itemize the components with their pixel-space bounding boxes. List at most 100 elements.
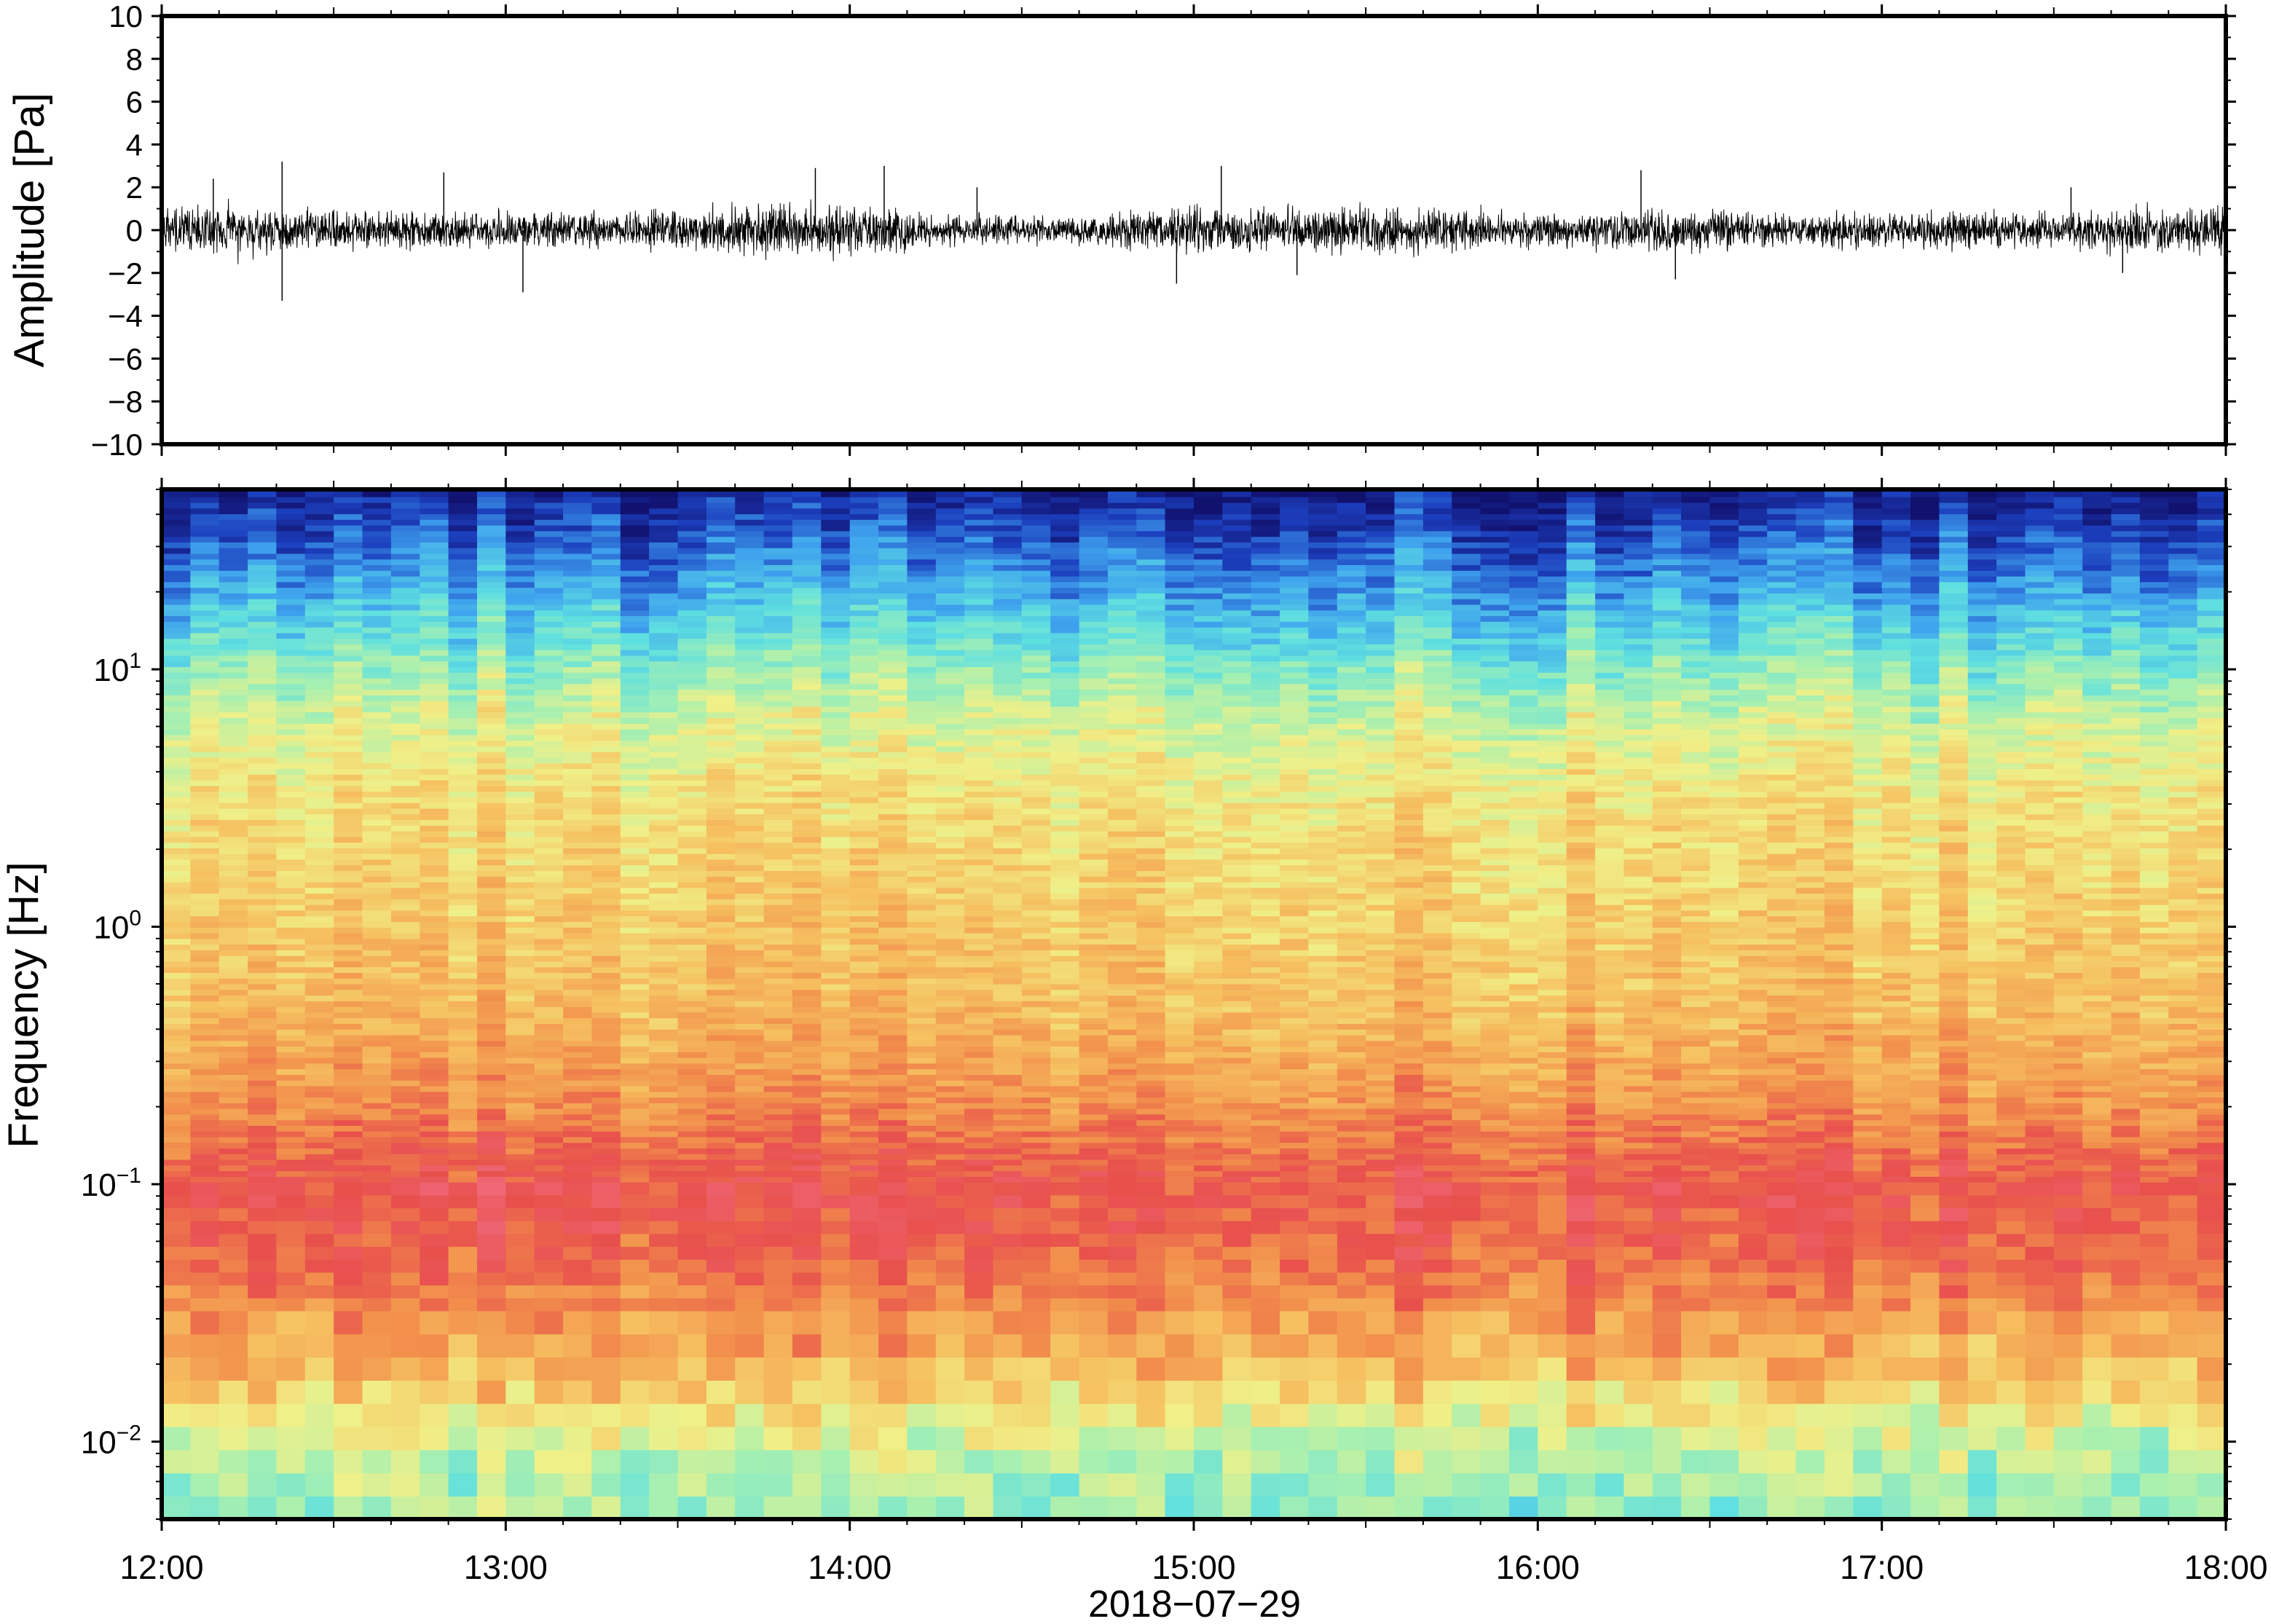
spectrogram-cell xyxy=(219,768,248,775)
spectrogram-cell xyxy=(563,728,593,736)
spectrogram-cell xyxy=(763,961,793,968)
spectrogram-cell xyxy=(1021,564,1051,571)
spectrogram-cell xyxy=(219,587,248,594)
spectrogram-cell xyxy=(735,904,765,911)
spectrogram-cell xyxy=(735,797,765,803)
spectrogram-cell xyxy=(620,802,650,809)
spectrogram-cell xyxy=(248,830,278,837)
spectrogram-cell xyxy=(993,813,1023,820)
spectrogram-cell xyxy=(649,1006,679,1013)
spectrogram-cell xyxy=(993,1091,1023,1098)
spectrogram-cell xyxy=(448,1473,478,1497)
spectrogram-cell xyxy=(1050,1091,1080,1098)
spectrogram-cell xyxy=(763,853,793,860)
spectrogram-cell xyxy=(591,513,621,520)
spectrogram-cell xyxy=(821,700,851,707)
spectrogram-cell xyxy=(1050,1108,1080,1115)
spectrogram-cell xyxy=(907,921,937,928)
spectrogram-cell xyxy=(706,904,736,911)
spectrogram-cell xyxy=(964,677,994,685)
spectrogram-cell xyxy=(505,1246,535,1260)
spectrogram-cell xyxy=(276,621,306,628)
spectrogram-cell xyxy=(448,961,478,968)
spectrogram-cell xyxy=(677,746,707,752)
spectrogram-cell xyxy=(1050,491,1080,497)
spectrogram-cell xyxy=(620,842,650,848)
spectrogram-cell xyxy=(706,938,736,945)
spectrogram-cell xyxy=(907,1170,937,1177)
spectrogram-cell xyxy=(763,1426,793,1451)
spectrogram-cell xyxy=(1050,881,1080,888)
spectrogram-cell xyxy=(190,893,220,899)
spectrogram-cell xyxy=(849,1426,879,1451)
spectrogram-cell xyxy=(935,1103,965,1109)
spectrogram-cell xyxy=(1107,672,1138,679)
spectrogram-cell xyxy=(620,1449,650,1474)
spectrogram-cell xyxy=(1107,553,1138,560)
spectrogram-cell xyxy=(334,542,363,548)
spectrogram-cell xyxy=(878,932,908,939)
spectrogram-cell xyxy=(935,859,965,866)
spectrogram-cell xyxy=(1107,1068,1138,1075)
spectrogram-cell xyxy=(1050,797,1080,803)
spectrogram-cell xyxy=(219,1246,248,1260)
spectrogram-cell xyxy=(649,1207,679,1221)
spectrogram-cell xyxy=(1050,1246,1080,1260)
spectrogram-cell xyxy=(563,757,593,764)
spectrogram-cell xyxy=(362,859,392,866)
spectrogram-cell xyxy=(1050,587,1080,594)
spectrogram-cell xyxy=(505,881,535,888)
spectrogram-cell xyxy=(162,848,192,854)
spectrogram-cell xyxy=(248,1233,278,1247)
spectrogram-cell xyxy=(1021,819,1051,826)
spectrogram-cell xyxy=(706,972,736,979)
spectrogram-cell xyxy=(735,587,765,594)
spectrogram-cell xyxy=(706,1272,736,1286)
spectrogram-cell xyxy=(304,791,334,797)
spectrogram-cell xyxy=(420,1103,449,1109)
spectrogram-cell xyxy=(964,904,994,911)
spectrogram-cell xyxy=(878,853,908,860)
spectrogram-cell xyxy=(334,734,363,741)
spectrogram-cell xyxy=(334,615,363,622)
spectrogram-cell xyxy=(735,887,765,894)
spectrogram-cell xyxy=(878,785,908,792)
spectrogram-cell xyxy=(1079,972,1109,979)
spectrogram-cell xyxy=(907,762,937,769)
spectrogram-cell xyxy=(620,1130,650,1138)
spectrogram-cell xyxy=(677,842,707,848)
spectrogram-cell xyxy=(620,1012,650,1019)
spectrogram-cell xyxy=(162,508,192,515)
spectrogram-cell xyxy=(993,1207,1023,1221)
spectrogram-cell xyxy=(821,689,851,695)
spectrogram-cell xyxy=(334,1170,363,1177)
spectrogram-cell xyxy=(420,706,449,713)
spectrogram-cell xyxy=(993,547,1023,554)
spectrogram-cell xyxy=(477,785,507,792)
spectrogram-cell xyxy=(1079,955,1109,962)
spectrogram-cell xyxy=(677,1170,707,1177)
spectrogram-cell xyxy=(821,757,851,764)
spectrogram-cell xyxy=(248,575,278,583)
spectrogram-cell xyxy=(190,1001,220,1007)
spectrogram-cell xyxy=(1107,610,1138,616)
spectrogram-cell xyxy=(190,1403,220,1427)
spectrogram-cell xyxy=(219,842,248,848)
spectrogram-cell xyxy=(964,1207,994,1221)
spectrogram-cell xyxy=(505,1052,535,1058)
spectrogram-cell xyxy=(735,751,765,758)
spectrogram-cell xyxy=(591,932,621,939)
spectrogram-cell xyxy=(993,1357,1023,1381)
spectrogram-cell xyxy=(190,644,220,650)
spectrogram-cell xyxy=(390,932,421,939)
spectrogram-cell xyxy=(477,598,507,605)
spectrogram-cell xyxy=(248,802,278,809)
spectrogram-cell xyxy=(534,1176,564,1183)
spectrogram-cell xyxy=(993,1246,1023,1260)
spectrogram-cell xyxy=(448,825,478,832)
spectrogram-cell xyxy=(505,825,535,832)
spectrogram-cell xyxy=(792,955,822,962)
spectrogram-cell xyxy=(706,530,736,537)
spectrogram-cell xyxy=(534,1272,564,1286)
spectrogram-cell xyxy=(276,672,306,679)
